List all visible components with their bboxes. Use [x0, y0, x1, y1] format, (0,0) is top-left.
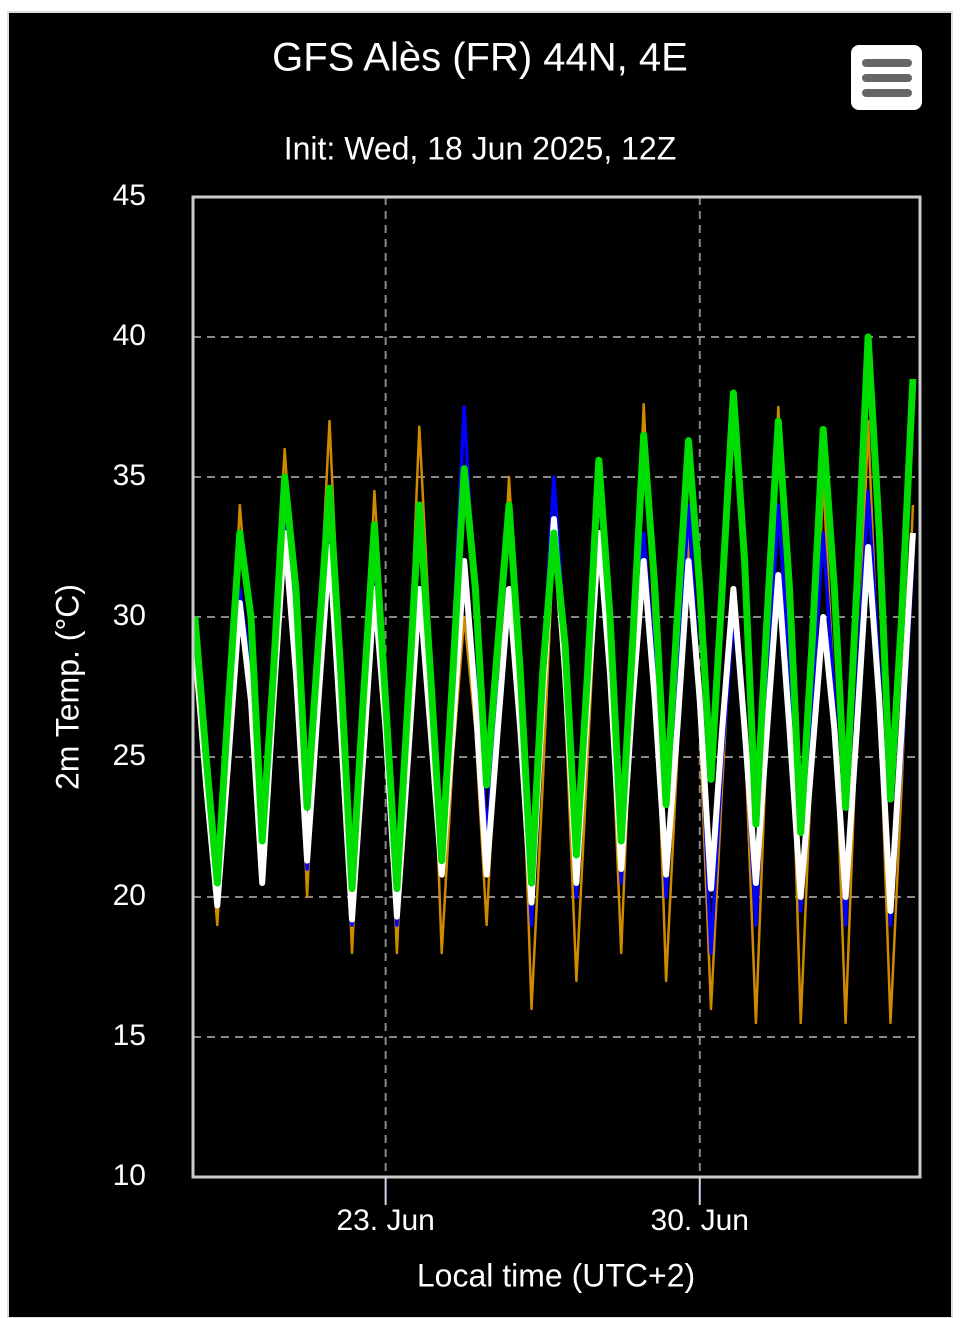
chart-subtitle: Init: Wed, 18 Jun 2025, 12Z	[284, 130, 677, 166]
y-tick-label: 35	[113, 459, 146, 492]
y-tick-label: 15	[113, 1019, 146, 1052]
y-tick-label: 30	[113, 599, 146, 632]
chart-title: GFS Alès (FR) 44N, 4E	[272, 36, 688, 80]
series-line	[193, 333, 917, 893]
x-tick-label: 30. Jun	[651, 1204, 749, 1237]
y-tick-label: 40	[113, 319, 146, 352]
menu-button[interactable]	[851, 45, 922, 110]
menu-bar	[862, 74, 912, 82]
y-tick-label: 25	[113, 739, 146, 772]
y-axis-label: 2m Temp. (°C)	[49, 584, 85, 790]
menu-bar	[862, 89, 912, 97]
plot-lines	[193, 333, 917, 1025]
menu-bar	[862, 59, 912, 67]
series-line	[193, 516, 916, 923]
x-axis-label: Local time (UTC+2)	[417, 1257, 695, 1293]
y-tick-label: 45	[113, 179, 146, 212]
x-tick-label: 23. Jun	[336, 1204, 434, 1237]
y-tick-label: 10	[113, 1159, 146, 1192]
plot-border	[191, 195, 922, 1179]
y-tick-label: 20	[113, 879, 146, 912]
